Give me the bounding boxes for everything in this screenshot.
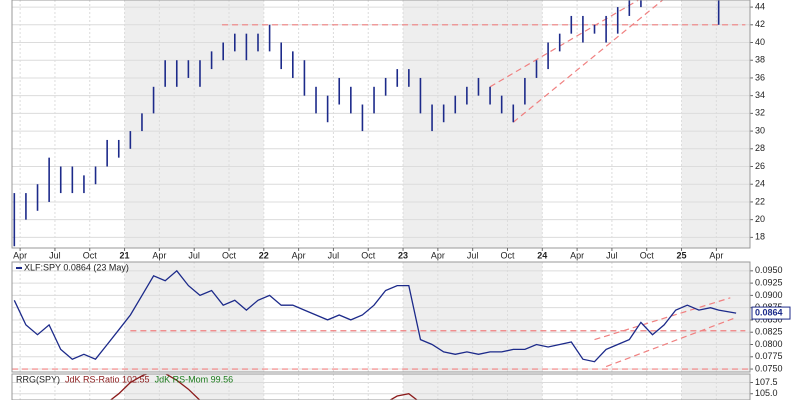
last-value-label: 0.0864 (755, 307, 783, 317)
y-tick-label: 22 (755, 196, 765, 206)
plot (12, 0, 750, 248)
x-tick-label: Apr (292, 250, 306, 260)
y-tick-label: 20 (755, 214, 765, 224)
y-tick-label: 42 (755, 19, 765, 29)
legend-label: JdK RS-Mom 99.56 (155, 374, 234, 384)
y-tick-label: 40 (755, 37, 765, 47)
reference-line (489, 0, 640, 88)
y-tick-label: 24 (755, 179, 765, 189)
y-tick-label: 0.0925 (755, 277, 783, 287)
y-tick-label: 105.0 (755, 388, 778, 398)
year-band (681, 374, 750, 400)
reference-line (512, 0, 664, 123)
panel-border (11, 373, 751, 400)
reference-line (594, 297, 731, 341)
year-band (124, 262, 264, 372)
x-tick-label: Oct (83, 250, 98, 260)
y-tick-label: 0.0950 (755, 265, 783, 275)
series-line (109, 374, 419, 400)
y-tick-label: 44 (755, 1, 765, 11)
y-tick-label: 0.0900 (755, 290, 783, 300)
y-tick-label: 0.0825 (755, 327, 783, 337)
x-tick-label: Apr (431, 250, 445, 260)
panel-border (11, 0, 751, 249)
year-band (681, 262, 750, 372)
x-tick-label: Oct (500, 250, 515, 260)
y-tick-label: 36 (755, 72, 765, 82)
y-tick-label: 0.0775 (755, 351, 783, 361)
reference-line (605, 316, 737, 368)
y-tick-label: 34 (755, 90, 765, 100)
y-tick-label: 30 (755, 125, 765, 135)
plot (12, 262, 750, 372)
plot (12, 374, 750, 400)
x-tick-label: 22 (259, 250, 269, 260)
y-tick-label: 32 (755, 108, 765, 118)
legend-label: RRG(SPY) (16, 374, 60, 384)
x-tick-label: Apr (13, 250, 27, 260)
legend-label: JdK RS-Ratio 102.55 (65, 374, 150, 384)
x-tick-label: Apr (152, 250, 166, 260)
x-tick-label: 25 (677, 250, 687, 260)
panel (12, 0, 750, 248)
x-tick-label: Oct (222, 250, 237, 260)
x-tick-label: Jul (606, 250, 618, 260)
x-tick-label: Jul (188, 250, 200, 260)
y-tick-label: 26 (755, 161, 765, 171)
y-tick-label: 0.0750 (755, 363, 783, 373)
x-tick-label: Oct (640, 250, 655, 260)
x-tick-label: 23 (398, 250, 408, 260)
x-tick-label: Apr (709, 250, 723, 260)
series-line (13, 269, 737, 363)
x-tick-label: 24 (537, 250, 547, 260)
x-tick-label: Jul (467, 250, 479, 260)
y-tick-label: 28 (755, 143, 765, 153)
panel-border (11, 261, 751, 373)
x-tick-label: Oct (361, 250, 376, 260)
x-tick-label: Apr (570, 250, 584, 260)
last-value-box (751, 306, 791, 320)
x-tick-label: 21 (120, 250, 130, 260)
legend-label: XLF:SPY 0.0864 (23 May) (24, 262, 129, 272)
year-band (681, 0, 750, 248)
y-tick-label: 0.0800 (755, 339, 783, 349)
x-tick-label: Jul (49, 250, 61, 260)
panel (12, 262, 750, 372)
y-tick-label: 107.5 (755, 377, 778, 387)
y-tick-label: 18 (755, 232, 765, 242)
y-tick-label: 38 (755, 55, 765, 65)
x-tick-label: Jul (328, 250, 340, 260)
